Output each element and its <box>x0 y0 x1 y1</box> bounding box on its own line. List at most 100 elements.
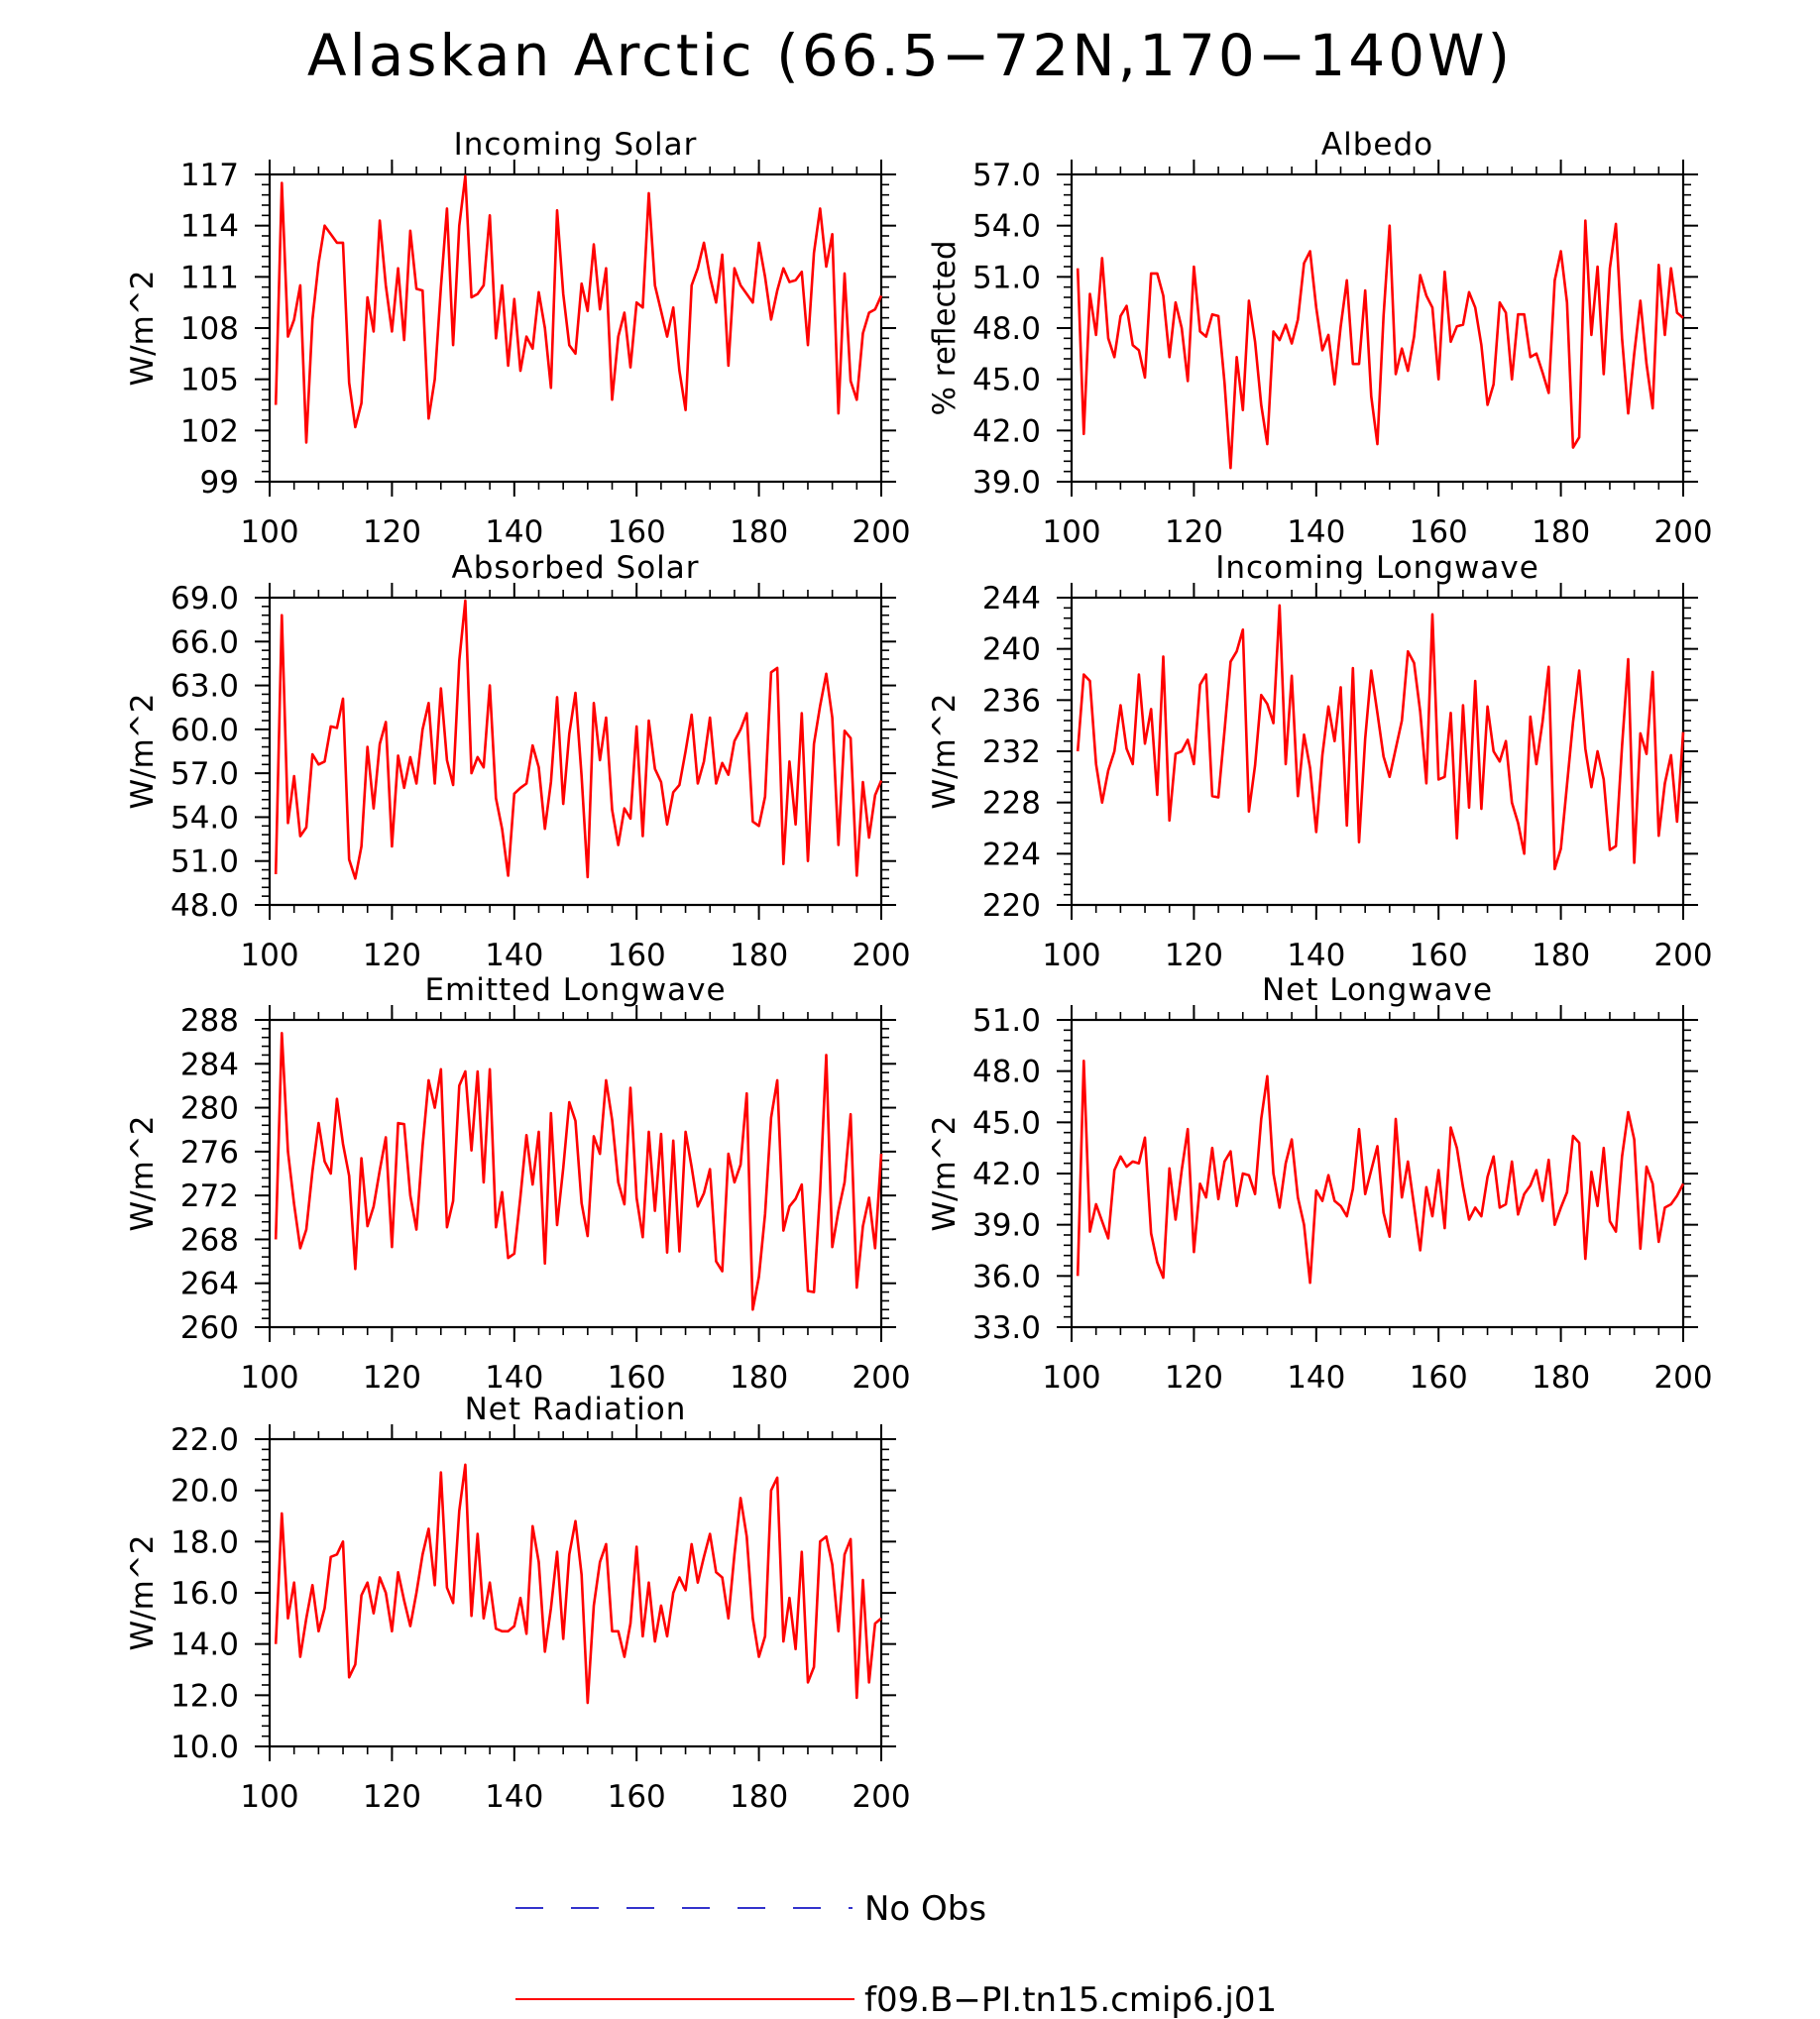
y-tick-label: 42.0 <box>972 1157 1041 1192</box>
x-tick-label: 140 <box>1287 1360 1345 1396</box>
x-tick-label: 200 <box>852 1779 910 1815</box>
y-tick-label: 69.0 <box>171 581 239 617</box>
y-tick-label: 12.0 <box>171 1678 239 1714</box>
plot-frame-incoming-longwave <box>1070 596 1685 907</box>
y-tick-label: 224 <box>982 837 1041 872</box>
y-tick-label: 10.0 <box>171 1730 239 1765</box>
y-tick-label: 48.0 <box>972 311 1041 347</box>
y-tick-label: 66.0 <box>171 624 239 660</box>
x-tick-label: 120 <box>363 1360 421 1396</box>
y-tick-label: 264 <box>180 1267 239 1302</box>
y-tick-label: 45.0 <box>972 1105 1041 1141</box>
panel-title-incoming-longwave: Incoming Longwave <box>1215 550 1539 586</box>
y-tick-label: 260 <box>180 1310 239 1346</box>
y-axis-label: W/m^2 <box>125 1116 161 1232</box>
plot-frame-incoming-solar <box>268 172 883 484</box>
x-tick-label: 160 <box>1410 1360 1468 1396</box>
y-tick-label: 236 <box>982 683 1041 719</box>
y-tick-label: 111 <box>180 260 239 295</box>
panel-emitted-longwave: 100 120 140 160 180 200 260 264 268 272 276 280 284 2… <box>125 972 911 1396</box>
series-line-emitted-longwave <box>274 1032 883 1311</box>
y-tick-label: 48.0 <box>171 888 239 924</box>
y-tick-label: 36.0 <box>972 1259 1041 1294</box>
panel-title-incoming-solar: Incoming Solar <box>454 127 698 163</box>
panel-net-radiation: 100 120 140 160 180 200 10.0 12.0 14.0 16.0 18.0 20… <box>125 1392 911 1815</box>
x-tick-label: 180 <box>730 1779 788 1815</box>
series-line-incoming-longwave <box>1076 604 1685 871</box>
panel-title-net-longwave: Net Longwave <box>1262 972 1493 1008</box>
y-tick-label: 105 <box>180 363 239 398</box>
y-tick-label: 63.0 <box>171 669 239 705</box>
y-tick-label: 51.0 <box>972 260 1041 295</box>
x-tick-label: 120 <box>1165 938 1223 973</box>
y-tick-label: 54.0 <box>972 209 1041 245</box>
y-tick-label: 54.0 <box>171 800 239 836</box>
x-tick-label: 140 <box>485 514 543 550</box>
series-line-net-radiation <box>274 1463 882 1705</box>
legend-label-model: f09.B−PI.tn15.cmip6.j01 <box>864 1980 1277 2019</box>
x-tick-label: 180 <box>730 938 788 973</box>
x-tick-label: 120 <box>363 514 421 550</box>
x-tick-label: 200 <box>852 514 910 550</box>
y-tick-label: 272 <box>180 1178 239 1214</box>
y-tick-label: 60.0 <box>171 713 239 748</box>
y-tick-label: 20.0 <box>171 1474 239 1510</box>
x-tick-label: 160 <box>608 938 666 973</box>
x-tick-label: 140 <box>485 938 543 973</box>
x-tick-label: 160 <box>608 1360 666 1396</box>
y-tick-label: 48.0 <box>972 1055 1041 1090</box>
y-tick-label: 39.0 <box>972 1208 1041 1244</box>
x-tick-label: 120 <box>1165 1360 1223 1396</box>
x-tick-label: 180 <box>1532 1360 1590 1396</box>
x-tick-label: 180 <box>1532 938 1590 973</box>
x-tick-label: 120 <box>363 938 421 973</box>
x-tick-label: 160 <box>1410 514 1468 550</box>
y-tick-label: 220 <box>982 888 1041 924</box>
y-tick-label: 57.0 <box>972 158 1041 193</box>
series-line-incoming-solar <box>274 174 883 444</box>
y-tick-label: 117 <box>180 158 239 193</box>
y-tick-label: 284 <box>180 1047 239 1082</box>
y-tick-label: 57.0 <box>171 756 239 792</box>
panel-incoming-longwave: 100 120 140 160 180 200 220 224 228 232 236 240 244 I… <box>927 550 1713 973</box>
x-tick-label: 100 <box>240 938 298 973</box>
x-tick-label: 120 <box>1165 514 1223 550</box>
x-tick-label: 140 <box>1287 938 1345 973</box>
y-tick-label: 39.0 <box>972 465 1041 501</box>
x-tick-label: 100 <box>1042 1360 1100 1396</box>
x-tick-label: 120 <box>363 1779 421 1815</box>
chart-panels: 100 120 140 160 180 200 99 102 105 108 111 114 117 In… <box>125 127 1713 1815</box>
panel-absorbed-solar: 100 120 140 160 180 200 48.0 51.0 54.0 57.0 60.0 63… <box>125 550 911 973</box>
y-tick-label: 102 <box>180 413 239 449</box>
x-tick-label: 160 <box>608 514 666 550</box>
y-axis-label: W/m^2 <box>125 694 161 810</box>
y-tick-label: 240 <box>982 632 1041 668</box>
panel-title-absorbed-solar: Absorbed Solar <box>451 550 699 586</box>
x-tick-label: 180 <box>730 1360 788 1396</box>
x-tick-label: 160 <box>1410 938 1468 973</box>
x-tick-label: 100 <box>240 1779 298 1815</box>
x-tick-label: 180 <box>1532 514 1590 550</box>
y-tick-label: 232 <box>982 734 1041 770</box>
y-tick-label: 22.0 <box>171 1422 239 1458</box>
panel-title-emitted-longwave: Emitted Longwave <box>424 972 726 1008</box>
y-tick-label: 276 <box>180 1135 239 1171</box>
x-tick-label: 100 <box>240 514 298 550</box>
y-tick-label: 16.0 <box>171 1576 239 1612</box>
x-tick-label: 140 <box>485 1779 543 1815</box>
y-axis-label: W/m^2 <box>927 694 963 810</box>
figure-title: Alaskan Arctic (66.5−72N,170−140W) <box>306 22 1514 89</box>
y-tick-label: 51.0 <box>171 844 239 880</box>
legend-label-obs: No Obs <box>864 1889 986 1929</box>
series-line-albedo <box>1076 219 1684 470</box>
panel-net-longwave: 100 120 140 160 180 200 33.0 36.0 39.0 42.0 45.0 48… <box>927 972 1713 1396</box>
y-tick-label: 18.0 <box>171 1524 239 1560</box>
y-tick-label: 288 <box>180 1003 239 1039</box>
y-tick-label: 108 <box>180 311 239 347</box>
y-tick-label: 114 <box>180 209 239 245</box>
y-tick-label: 244 <box>982 581 1041 617</box>
x-tick-label: 140 <box>1287 514 1345 550</box>
panel-albedo: 100 120 140 160 180 200 39.0 42.0 45.0 48.0 51.0 54… <box>927 127 1713 550</box>
x-tick-label: 160 <box>608 1779 666 1815</box>
